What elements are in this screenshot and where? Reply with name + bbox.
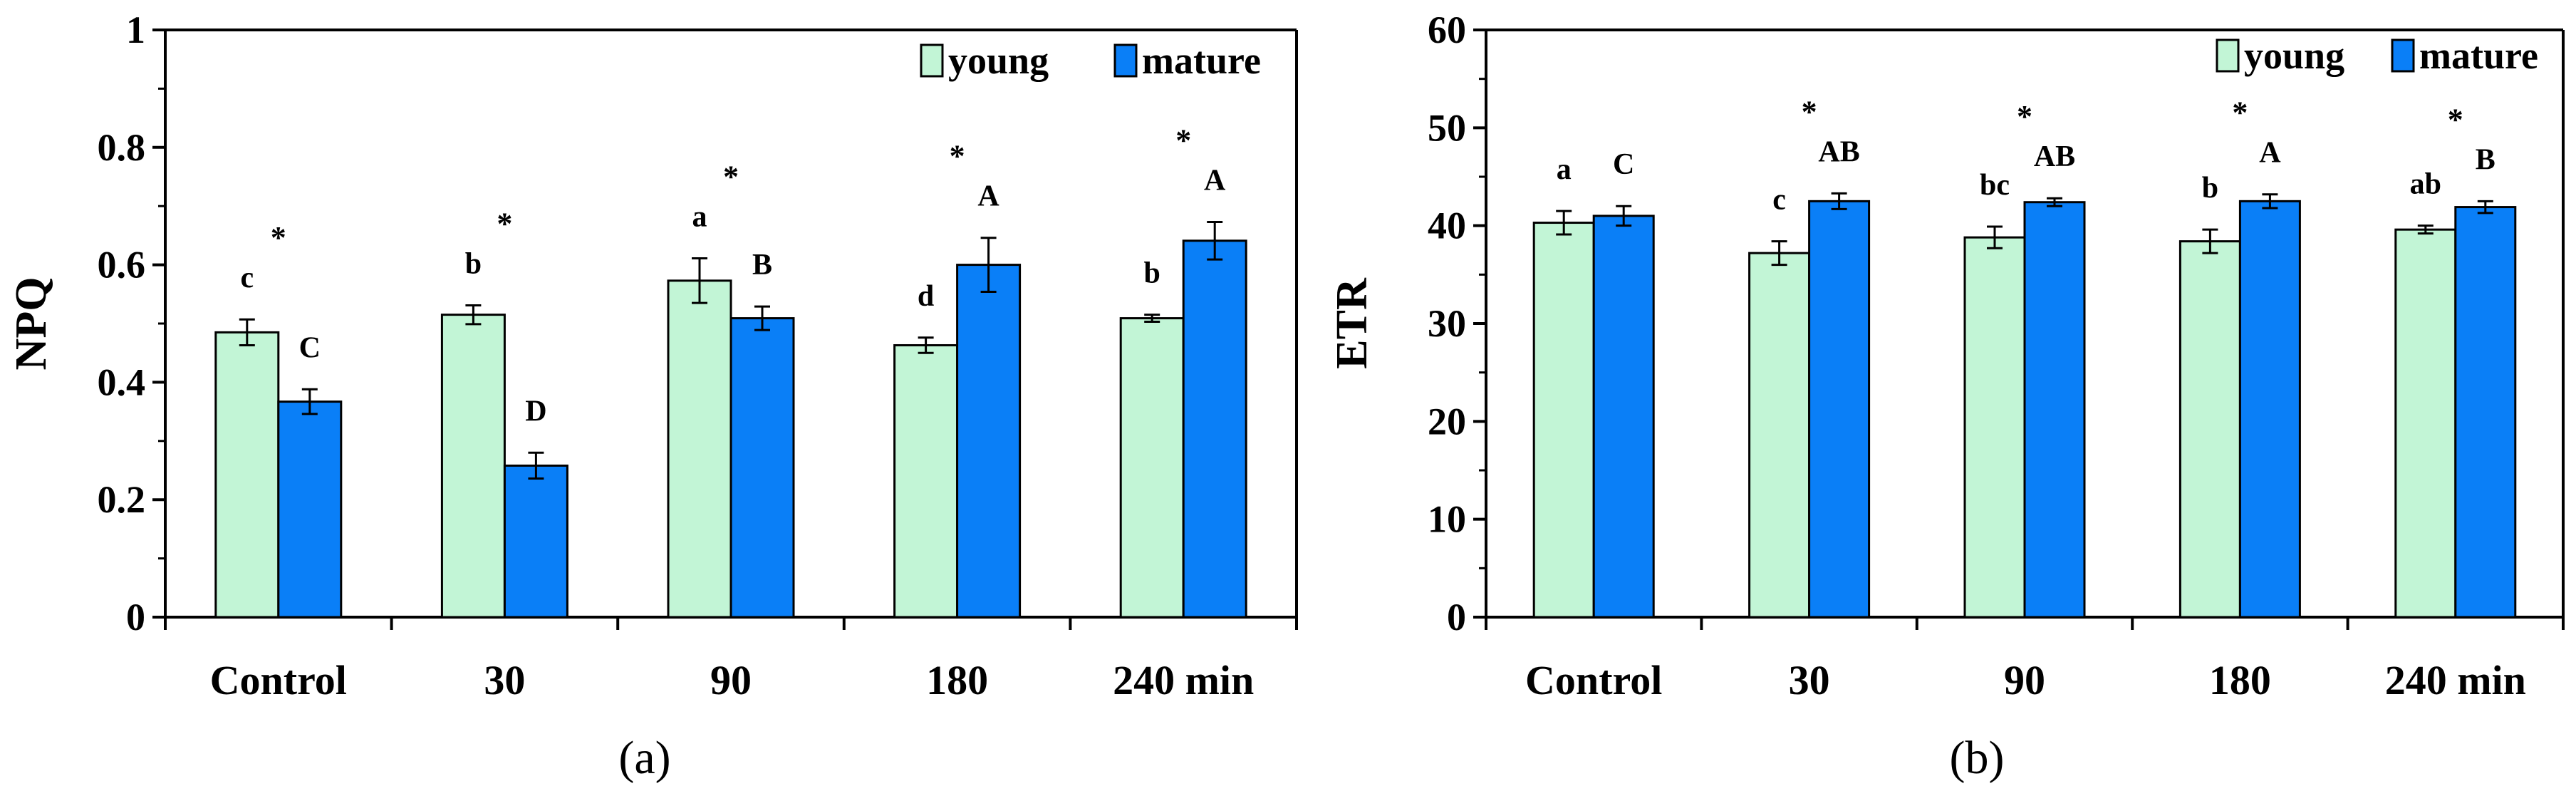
bar-mature bbox=[1592, 214, 1655, 619]
bar-mature bbox=[2454, 206, 2517, 619]
x-tick-label: 240 min bbox=[1113, 657, 1254, 703]
significance-letter-mature: A bbox=[2259, 137, 2281, 170]
y-tick-label: 0 bbox=[1447, 596, 1466, 639]
bar-mature bbox=[2238, 200, 2301, 619]
chart-panel-a: 0 0.2 0.4 0.6 0.8 1 NPQ Control 30 90 180 240 min c C… bbox=[7, 9, 1298, 784]
x-tick-label: Control bbox=[210, 657, 347, 703]
significance-letter-young: bc bbox=[1980, 169, 2010, 202]
significance-asterisk: * bbox=[271, 220, 286, 255]
significance-asterisk: * bbox=[2017, 99, 2032, 134]
panel-label: (b) bbox=[1950, 732, 2005, 784]
bar-young bbox=[893, 343, 959, 619]
x-tick-label: 30 bbox=[1789, 657, 1830, 703]
significance-letter-young: b bbox=[2202, 172, 2218, 205]
significance-letter-mature: A bbox=[1204, 164, 1226, 197]
significance-letter-young: c bbox=[1772, 184, 1786, 217]
y-tick-label: 60 bbox=[1428, 9, 1466, 51]
significance-letter-mature: B bbox=[752, 249, 772, 281]
y-axis-label: NPQ bbox=[7, 277, 56, 371]
bar-young bbox=[440, 314, 506, 619]
significance-letter-mature: C bbox=[299, 331, 321, 364]
x-tick-label: 90 bbox=[2004, 657, 2045, 703]
y-tick-label: 50 bbox=[1428, 106, 1466, 149]
significance-letter-young: ab bbox=[2410, 168, 2441, 201]
bar-young bbox=[2394, 228, 2457, 619]
significance-letter-mature: AB bbox=[2034, 140, 2075, 173]
significance-letter-young: a bbox=[1557, 153, 1572, 186]
x-tick-label: Control bbox=[1525, 657, 1662, 703]
significance-letter-mature: A bbox=[977, 180, 999, 213]
y-tick-label: 10 bbox=[1428, 498, 1466, 541]
significance-letter-young: b bbox=[1144, 257, 1160, 290]
legend-label-young: young bbox=[948, 39, 1049, 82]
y-tick-label: 40 bbox=[1428, 205, 1466, 247]
significance-letter-young: b bbox=[465, 247, 482, 280]
y-tick-label: 1 bbox=[126, 9, 145, 51]
bar-mature bbox=[503, 464, 568, 619]
y-tick-label: 0 bbox=[126, 596, 145, 639]
legend-label-mature: mature bbox=[2419, 34, 2538, 77]
bar-mature bbox=[1808, 200, 1871, 619]
significance-asterisk: * bbox=[1175, 123, 1191, 157]
significance-asterisk: * bbox=[2448, 102, 2463, 137]
bar-young bbox=[1748, 252, 1811, 619]
y-tick-label: 30 bbox=[1428, 302, 1466, 345]
significance-letter-mature: C bbox=[1613, 148, 1634, 181]
x-tick-label: 180 bbox=[926, 657, 988, 703]
x-tick-label: 90 bbox=[710, 657, 752, 703]
bar-young bbox=[1532, 222, 1595, 619]
bar-mature bbox=[729, 317, 795, 619]
legend-swatch-mature bbox=[2391, 38, 2415, 73]
y-tick-label: 0.8 bbox=[98, 126, 146, 169]
bar-young bbox=[1963, 236, 2026, 619]
bar-mature bbox=[277, 400, 343, 619]
y-tick-label: 20 bbox=[1428, 400, 1466, 443]
y-tick-label: 0.6 bbox=[98, 244, 146, 286]
legend-label-young: young bbox=[2244, 34, 2344, 77]
significance-asterisk: * bbox=[497, 206, 512, 241]
panel-label: (a) bbox=[618, 732, 670, 784]
y-tick-label: 0.2 bbox=[98, 478, 146, 521]
significance-letter-mature: D bbox=[525, 395, 546, 428]
chart-panel-b: 0 10 20 30 40 50 60 ETR Control 30 90 180 240 min a Cc… bbox=[1328, 9, 2565, 784]
significance-letter-young: d bbox=[918, 280, 934, 313]
legend-swatch-young bbox=[2216, 38, 2240, 73]
significance-asterisk: * bbox=[1802, 94, 1817, 129]
bar-young bbox=[1119, 317, 1185, 619]
bar-mature bbox=[1182, 239, 1247, 619]
legend-label-mature: mature bbox=[1142, 39, 1261, 82]
x-tick-label: 240 min bbox=[2385, 657, 2526, 703]
x-tick-label: 30 bbox=[484, 657, 525, 703]
significance-letter-young: c bbox=[240, 262, 254, 294]
legend: young mature bbox=[920, 39, 1261, 82]
y-tick-label: 0.4 bbox=[98, 361, 146, 403]
legend-swatch-young bbox=[920, 43, 944, 78]
significance-letter-mature: B bbox=[2476, 143, 2496, 176]
significance-asterisk: * bbox=[723, 160, 739, 195]
significance-letter-mature: AB bbox=[1818, 135, 1859, 168]
significance-asterisk: * bbox=[950, 139, 965, 174]
bar-young bbox=[667, 279, 732, 619]
legend-swatch-mature bbox=[1113, 43, 1138, 78]
y-axis-label: ETR bbox=[1328, 277, 1376, 369]
legend: young mature bbox=[2216, 34, 2538, 77]
bar-mature bbox=[2023, 201, 2086, 619]
bar-young bbox=[2178, 240, 2241, 619]
x-tick-label: 180 bbox=[2209, 657, 2271, 703]
significance-letter-young: a bbox=[692, 201, 707, 234]
bar-mature bbox=[956, 264, 1022, 619]
significance-asterisk: * bbox=[2232, 95, 2248, 130]
bar-young bbox=[214, 331, 280, 619]
